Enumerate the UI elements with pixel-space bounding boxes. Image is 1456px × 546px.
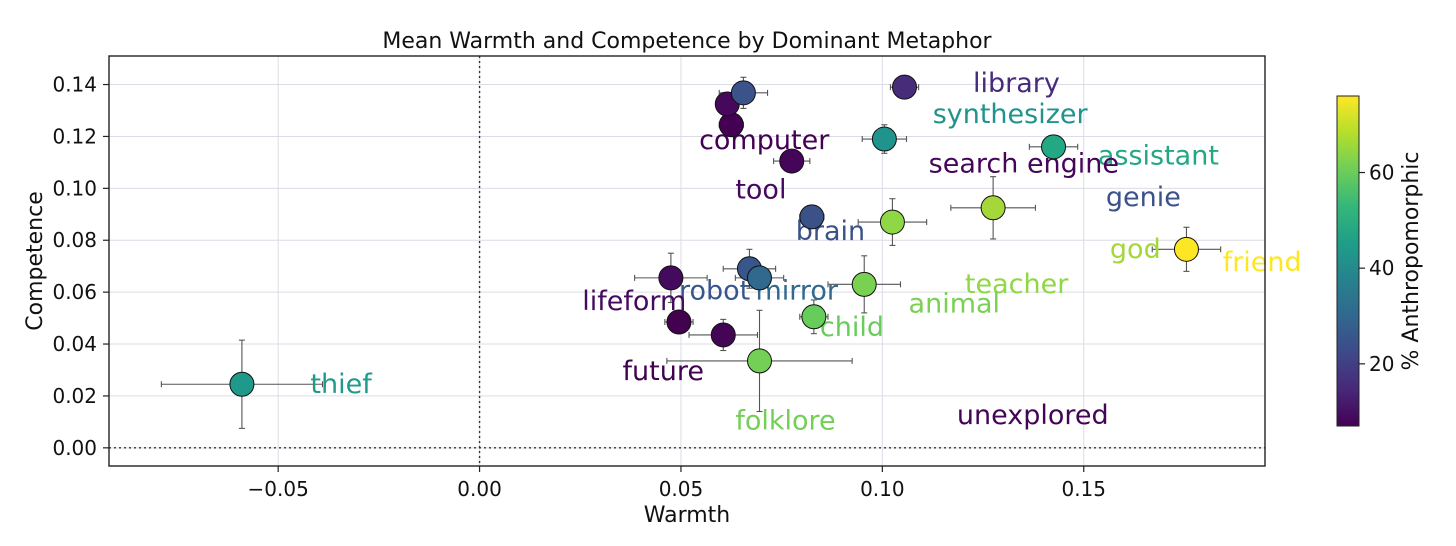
point-label-teacher: teacher — [965, 269, 1069, 300]
data-points — [229, 74, 1199, 397]
y-tick-label: 0.04 — [52, 332, 97, 356]
point-library — [892, 74, 918, 100]
point-teacher — [879, 209, 905, 235]
point-label-search-engine: search engine — [929, 148, 1119, 179]
y-tick-label: 0.00 — [52, 436, 97, 460]
y-tick-label: 0.12 — [52, 124, 97, 148]
colorbar-label: % Anthropomorphic — [1399, 152, 1424, 371]
colorbar — [1336, 95, 1360, 427]
y-tick-label: 0.06 — [52, 280, 97, 304]
point-label-animal: animal — [909, 289, 1001, 320]
point-label-library: library — [973, 68, 1060, 99]
point-label-god: god — [1110, 234, 1161, 265]
point-label-assistant: assistant — [1098, 141, 1219, 172]
point-computer — [718, 112, 744, 138]
point-mirror — [747, 265, 773, 291]
x-axis-ticks: −0.05 0.00 0.05 0.10 0.15 — [248, 466, 1106, 501]
point-lifeform — [658, 265, 684, 291]
point-folklore — [747, 348, 773, 374]
colorbar-tick-label: 60 — [1369, 161, 1394, 185]
point-label-folklore: folklore — [735, 405, 835, 436]
point-label-unexplored: unexplored — [957, 400, 1109, 431]
chart-title: Mean Warmth and Competence by Dominant M… — [382, 29, 992, 54]
point-label-lifeform: lifeform — [582, 286, 686, 317]
x-tick-label: −0.05 — [248, 477, 309, 501]
y-axis-ticks: 0.00 0.02 0.04 0.06 0.08 0.10 0.12 0.14 — [52, 73, 109, 460]
point-label-future: future — [623, 356, 704, 387]
reference-lines — [109, 56, 1265, 466]
y-tick-label: 0.14 — [52, 73, 97, 97]
point-label-robot: robot — [679, 276, 750, 307]
colorbar-tick-label: 40 — [1369, 256, 1394, 280]
point-label-synthesizer: synthesizer — [933, 99, 1089, 130]
point-genie — [730, 80, 756, 106]
y-tick-label: 0.02 — [52, 384, 97, 408]
colorbar-ticks: 20 40 60 — [1359, 161, 1394, 376]
point-assistant — [1041, 134, 1067, 160]
point-label-friend: friend — [1223, 247, 1302, 278]
grid-lines — [109, 56, 1265, 466]
point-friend — [1173, 236, 1199, 262]
point-thief — [229, 371, 255, 397]
x-tick-label: 0.00 — [457, 477, 502, 501]
plot-frame — [108, 55, 1266, 467]
point-label-thief: thief — [310, 369, 373, 400]
point-label-tool: tool — [735, 174, 786, 205]
point-unexplored — [710, 322, 736, 348]
point-search-engine — [779, 148, 805, 174]
y-tick-label: 0.08 — [52, 228, 97, 252]
point-brain — [799, 204, 825, 230]
point-label-child: child — [820, 312, 884, 343]
point-label-computer: computer — [699, 125, 830, 156]
point-child — [801, 304, 827, 330]
point-future — [666, 309, 692, 335]
x-tick-label: 0.05 — [659, 477, 704, 501]
point-label-genie: genie — [1106, 182, 1181, 213]
x-axis-label: Warmth — [644, 503, 731, 528]
y-tick-label: 0.10 — [52, 176, 97, 200]
x-tick-label: 0.10 — [860, 477, 905, 501]
point-god — [980, 195, 1006, 221]
point-synthesizer — [871, 126, 897, 152]
x-tick-label: 0.15 — [1061, 477, 1106, 501]
y-axis-label: Competence — [23, 191, 48, 331]
point-animal — [851, 271, 877, 297]
colorbar-tick-label: 20 — [1369, 352, 1394, 376]
